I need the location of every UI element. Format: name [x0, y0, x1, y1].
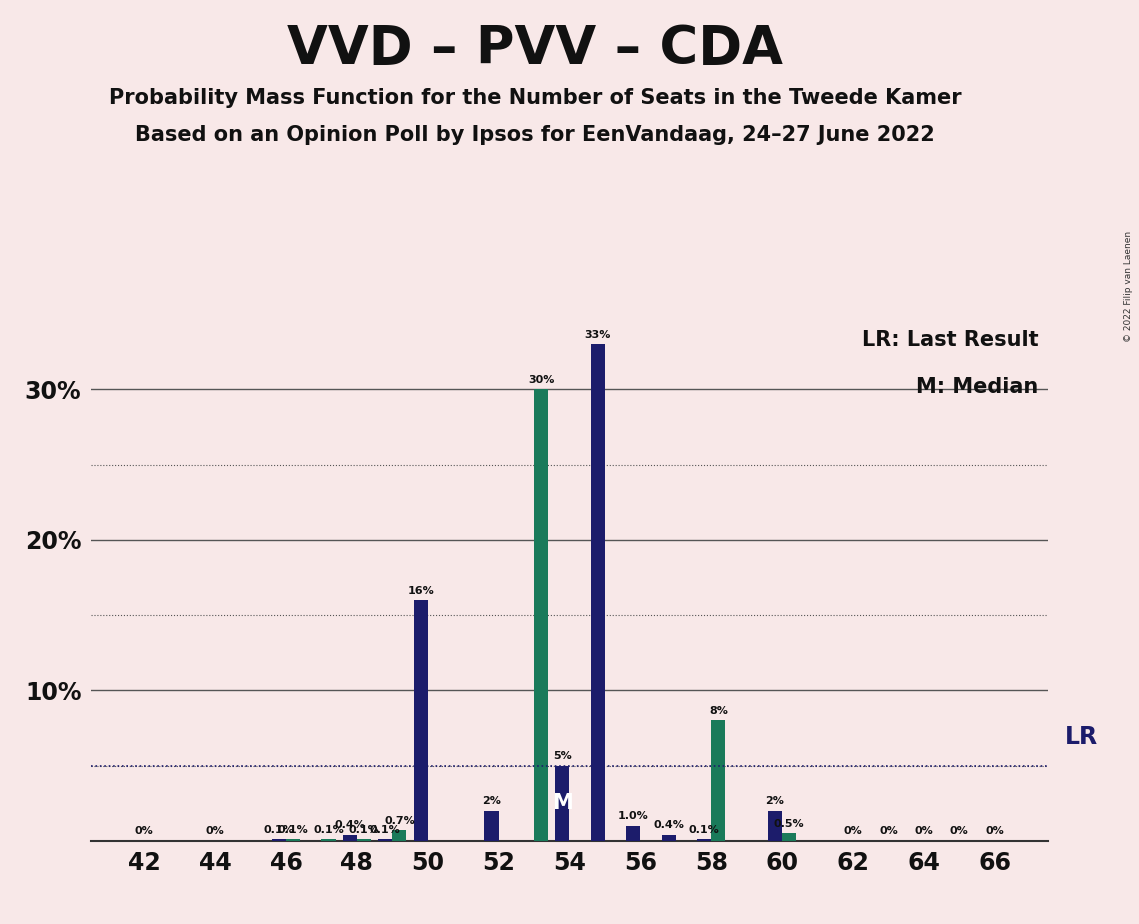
Text: 1.0%: 1.0% — [618, 811, 648, 821]
Text: 0.1%: 0.1% — [370, 825, 401, 834]
Text: M: Median: M: Median — [916, 377, 1039, 397]
Text: 2%: 2% — [482, 796, 501, 807]
Bar — [711, 721, 726, 841]
Bar — [626, 826, 640, 841]
Bar — [321, 839, 336, 841]
Text: 0%: 0% — [950, 826, 968, 836]
Bar — [556, 766, 570, 841]
Text: 0%: 0% — [844, 826, 862, 836]
Text: 0%: 0% — [915, 826, 933, 836]
Text: 0%: 0% — [134, 826, 154, 836]
Bar — [782, 833, 796, 841]
Bar — [768, 810, 782, 841]
Bar — [484, 810, 499, 841]
Bar — [343, 834, 357, 841]
Bar — [534, 389, 548, 841]
Bar — [413, 600, 428, 841]
Bar — [286, 839, 301, 841]
Text: 0.4%: 0.4% — [335, 821, 366, 831]
Bar — [591, 345, 605, 841]
Text: 0.1%: 0.1% — [263, 825, 294, 834]
Text: 0.4%: 0.4% — [654, 821, 685, 831]
Bar — [357, 839, 371, 841]
Text: 16%: 16% — [408, 586, 434, 596]
Text: 0.1%: 0.1% — [313, 825, 344, 834]
Text: 5%: 5% — [554, 751, 572, 761]
Text: 0.1%: 0.1% — [278, 825, 309, 834]
Text: LR: Last Result: LR: Last Result — [862, 330, 1039, 350]
Text: 0%: 0% — [985, 826, 1005, 836]
Bar — [392, 831, 407, 841]
Text: 8%: 8% — [708, 706, 728, 716]
Bar — [662, 834, 675, 841]
Text: 0%: 0% — [206, 826, 224, 836]
Text: 0.7%: 0.7% — [384, 816, 415, 826]
Text: 0.1%: 0.1% — [689, 825, 720, 834]
Bar — [697, 839, 711, 841]
Text: M: M — [552, 793, 573, 813]
Text: 0%: 0% — [879, 826, 898, 836]
Bar — [272, 839, 286, 841]
Text: 30%: 30% — [528, 375, 555, 385]
Text: 2%: 2% — [765, 796, 785, 807]
Text: Based on an Opinion Poll by Ipsos for EenVandaag, 24–27 June 2022: Based on an Opinion Poll by Ipsos for Ee… — [136, 125, 935, 145]
Bar — [378, 839, 392, 841]
Text: VVD – PVV – CDA: VVD – PVV – CDA — [287, 23, 784, 75]
Text: 0.1%: 0.1% — [349, 825, 379, 834]
Text: LR: LR — [1065, 725, 1098, 749]
Text: © 2022 Filip van Laenen: © 2022 Filip van Laenen — [1124, 231, 1133, 342]
Text: Probability Mass Function for the Number of Seats in the Tweede Kamer: Probability Mass Function for the Number… — [109, 88, 961, 108]
Text: 33%: 33% — [584, 330, 611, 340]
Text: 0.5%: 0.5% — [773, 819, 804, 829]
